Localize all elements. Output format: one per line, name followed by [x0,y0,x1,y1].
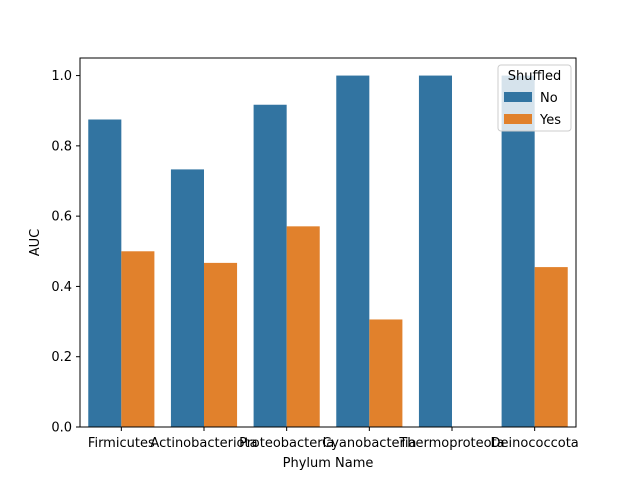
bars-layer [88,75,568,428]
bar [369,319,403,427]
y-tick-label: 0.4 [51,280,72,295]
legend: Shuffled No Yes [497,64,572,132]
y-tick-label: 1.0 [51,69,72,84]
bar [534,267,568,427]
legend-title: Shuffled [508,69,562,84]
plot-frame [79,57,577,428]
legend-swatch [504,92,532,102]
bar [88,119,122,427]
x-tick-label: Thermoproteota [398,436,504,451]
x-axis-title: Phylum Name [283,456,374,471]
x-tick-label: Cyanobacteria [322,436,416,451]
y-tick-label: 0.6 [51,210,72,225]
x-axis: FirmicutesActinobacteriotaProteobacteria… [88,427,579,451]
bar [418,75,452,428]
y-axis-title: AUC [28,229,43,257]
bar [501,75,535,428]
bar [253,104,287,428]
y-tick-label: 0.8 [51,139,72,154]
y-tick-label: 0.2 [51,350,72,365]
x-tick-label: Firmicutes [88,436,155,451]
bar [286,226,320,427]
x-tick-label: Actinobacteriota [150,436,257,451]
bar [204,262,238,427]
bar [121,251,155,427]
legend-label: No [540,91,558,106]
y-axis: 0.0 0.2 0.4 0.6 0.8 1.0 [51,69,80,436]
legend-label: Yes [539,113,561,128]
bar [336,75,370,428]
legend-swatch [504,114,532,124]
x-tick-label: Proteobacteria [239,436,334,451]
x-tick-label: Deinococcota [491,436,579,451]
bar [170,169,204,427]
y-tick-label: 0.0 [51,421,72,436]
